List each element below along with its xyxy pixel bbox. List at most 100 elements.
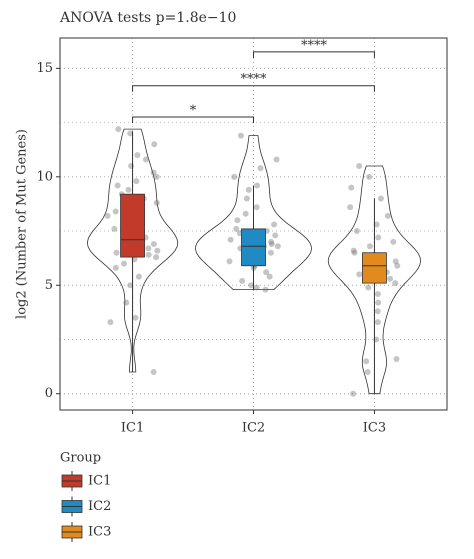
significance-bracket [132,85,375,92]
jitter-point [262,286,269,293]
jitter-point [123,299,130,306]
jitter-point [392,280,399,287]
jitter-point [113,249,120,256]
legend-title: Group [60,451,101,466]
jitter-point [384,212,391,219]
jitter-point [226,258,233,265]
jitter-point [267,249,274,256]
legend-label: IC1 [88,474,111,489]
jitter-point [112,208,119,215]
jitter-point [243,195,250,202]
jitter-point [233,225,240,232]
jitter-point [356,271,363,278]
jitter-point [353,228,360,235]
box [120,193,145,258]
jitter-point [394,262,401,269]
jitter-point [268,241,275,248]
y-tick-label: 15 [36,61,53,76]
jitter-point [271,221,278,228]
jitter-point [272,232,279,239]
jitter-point [242,210,249,217]
jitter-point [374,308,381,315]
jitter-point [153,199,160,206]
jitter-point [134,152,141,159]
jitter-point [363,358,370,365]
jitter-point [234,217,241,224]
jitter-point [268,238,275,245]
jitter-point [366,173,373,180]
y-tick-label: 5 [45,278,53,293]
jitter-point [351,249,358,256]
box [362,252,387,284]
jitter-point [374,290,381,297]
jitter-point [263,269,270,276]
jitter-point [114,182,121,189]
jitter-point [377,195,384,202]
jitter-point [107,319,114,326]
jitter-point [150,369,157,376]
violin [327,165,422,395]
jitter-point [154,247,161,254]
significance-bracket [253,51,375,58]
jitter-point [393,356,400,363]
jitter-point [153,254,160,261]
jitter-point [274,243,281,250]
jitter-point [239,277,246,284]
jitter-point [390,238,397,245]
jitter-point [132,314,139,321]
jitter-point [350,247,357,254]
jitter-point [127,282,134,289]
legend-label: IC2 [88,499,111,514]
jitter-point [347,204,354,211]
jitter-point [248,282,255,289]
significance-label: * [190,103,197,118]
jitter-point [150,169,157,176]
jitter-point [245,186,252,193]
jitter-point [231,173,238,180]
jitter-point [112,264,119,271]
jitter-point [128,162,135,169]
jitter-point [133,178,140,185]
jitter-point [375,299,382,306]
jitter-point [364,369,371,376]
jitter-point [145,245,152,252]
jitter-point [111,225,118,232]
jitter-point [151,141,158,148]
violin [86,128,179,373]
jitter-point [365,284,372,291]
jitter-point [254,182,261,189]
jitter-point [348,184,355,191]
jitter-point [266,273,273,280]
significance-label: **** [301,38,328,53]
jitter-point [127,130,134,137]
significance-bracket [132,116,254,123]
jitter-point [115,126,122,133]
jitter-point [125,186,132,193]
jitter-point [257,165,264,172]
jitter-point [374,319,381,326]
jitter-point [253,204,260,211]
jitter-point [121,260,128,267]
x-tick-label: IC2 [242,421,265,436]
jitter-point [145,251,152,258]
jitter-point [104,212,111,219]
jitter-point [273,156,280,163]
y-tick-label: 10 [36,169,53,184]
jitter-point [142,156,149,163]
y-axis-label: log2 (Number of Mut Genes) [15,129,30,319]
jitter-point [375,234,382,241]
jitter-point [387,275,394,282]
jitter-point [356,162,363,169]
jitter-point [350,390,357,397]
jitter-point [135,273,142,280]
jitter-point [253,284,260,291]
y-tick-label: 0 [45,386,53,401]
legend-label: IC3 [88,525,111,540]
jitter-point [373,221,380,228]
box [241,228,266,267]
jitter-point [237,132,244,139]
x-tick-label: IC3 [363,421,386,436]
significance-label: **** [241,72,268,87]
x-tick-label: IC1 [121,421,144,436]
